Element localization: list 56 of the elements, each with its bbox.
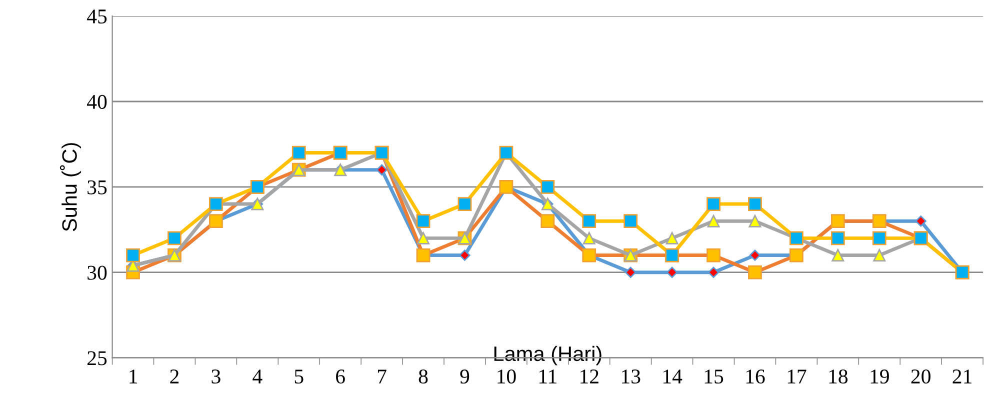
point xyxy=(748,197,762,211)
point xyxy=(540,180,555,194)
x-tick-label: 16 xyxy=(746,370,765,384)
point xyxy=(708,266,720,278)
x-tick-label: 18 xyxy=(829,369,848,384)
point xyxy=(417,232,430,244)
point xyxy=(706,197,720,211)
point xyxy=(126,248,140,262)
point xyxy=(582,214,596,228)
x-tick-label: 10 xyxy=(498,369,516,384)
point xyxy=(872,231,886,246)
x-tick-label: 19 xyxy=(870,370,889,384)
x-tick-label: 11 xyxy=(539,370,556,384)
x-tick-label: 2 xyxy=(170,370,179,384)
x-tick-label: 7 xyxy=(378,370,386,384)
x-tick-label: 1 xyxy=(130,370,137,384)
point xyxy=(416,214,430,228)
point xyxy=(624,214,638,228)
y-tick-label: 40 xyxy=(87,94,107,109)
point xyxy=(666,232,678,244)
point xyxy=(666,266,678,278)
point xyxy=(832,249,844,262)
x-axis-title: Lama (Hari) xyxy=(494,346,602,366)
point xyxy=(830,231,845,246)
x-tick-label: 21 xyxy=(952,370,972,384)
point xyxy=(459,250,470,261)
x-tick-label: 3 xyxy=(212,370,220,384)
y-tick-label: 25 xyxy=(88,351,107,366)
point xyxy=(168,231,182,246)
point xyxy=(707,214,720,228)
x-tick-label: 15 xyxy=(704,370,724,384)
y-tick-label: 30 xyxy=(88,266,107,280)
point xyxy=(376,164,388,176)
x-tick-label: 4 xyxy=(252,370,262,384)
x-tick-label: 12 xyxy=(580,370,598,384)
x-tick-label: 20 xyxy=(911,369,930,384)
x-tick-label: 17 xyxy=(788,370,806,384)
y-tick-label: 45 xyxy=(87,10,107,24)
y-tick-label: 35 xyxy=(88,180,107,194)
point xyxy=(540,214,555,228)
point xyxy=(748,265,762,280)
x-tick-label: 6 xyxy=(336,370,345,384)
point xyxy=(624,266,636,278)
y-axis-title: Suhu (˚C) xyxy=(60,143,82,232)
point xyxy=(292,146,306,160)
point xyxy=(458,197,472,211)
point xyxy=(915,215,926,227)
x-tick-label: 5 xyxy=(294,370,304,384)
x-tick-label: 14 xyxy=(663,370,682,384)
point xyxy=(748,214,762,228)
x-tick-label: 13 xyxy=(622,370,640,384)
point xyxy=(706,248,720,262)
point xyxy=(873,249,886,262)
x-tick-label: 8 xyxy=(418,369,428,384)
point xyxy=(582,232,596,244)
x-tick-label: 9 xyxy=(460,370,470,384)
